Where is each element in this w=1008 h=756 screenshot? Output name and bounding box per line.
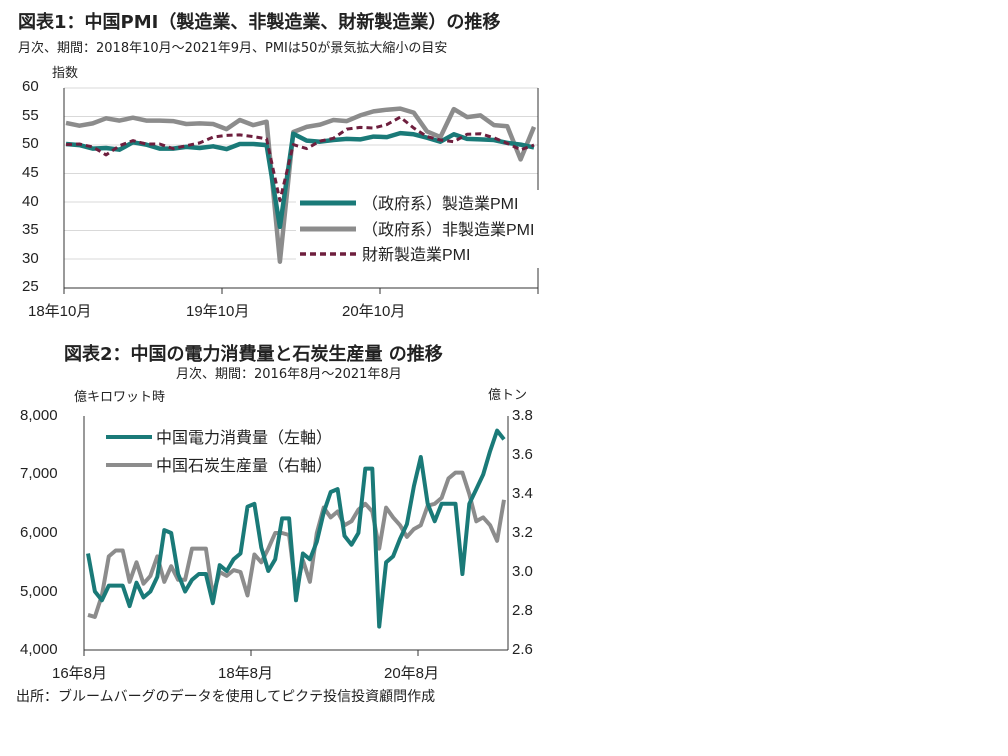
chart1-subtitle: 月次、期間：2018年10月～2021年9月、PMIは50が景気拡大縮小の目安: [18, 41, 448, 56]
chart1-legend-label: （政府系）製造業PMI: [362, 195, 518, 213]
chart2-ytick-right: 3.0: [512, 563, 533, 580]
chart1-ylabel: 指数: [52, 66, 79, 81]
chart1-ytick: 60: [22, 78, 39, 95]
chart2-title: 図表2：中国の電力消費量と石炭生産量 の推移: [64, 344, 443, 365]
chart2-legend: 中国電力消費量（左軸） 中国石炭生産量（右軸）: [106, 429, 332, 475]
chart1-ytick: 55: [22, 107, 39, 124]
chart1-xtick: 19年10月: [186, 303, 250, 320]
chart2-ytick-right: 3.4: [512, 485, 533, 502]
chart2-ytick-left: 4,000: [20, 641, 58, 658]
chart1-ytick: 25: [22, 278, 39, 295]
chart2-ytick-left: 8,000: [20, 407, 58, 424]
chart2-ylabel-right: 億トン: [488, 388, 528, 403]
chart2-ytick-right: 3.8: [512, 407, 533, 424]
chart1-line-caixin: [65, 115, 535, 203]
chart2-ylabel-left: 億キロワット時: [74, 390, 166, 405]
chart2-xtick: 18年8月: [218, 665, 274, 682]
chart1-ytick: 50: [22, 135, 39, 152]
chart2-line-power: [86, 428, 506, 629]
chart2-ytick-right: 3.6: [512, 446, 533, 463]
chart2-legend-label: 中国石炭生産量（右軸）: [156, 457, 332, 475]
chart1-title: 図表1：中国PMI（製造業、非製造業、財新製造業）の推移: [18, 12, 501, 33]
chart1-ytick: 30: [22, 250, 39, 267]
chart2-series-group: [86, 428, 506, 629]
chart2-ytick-left: 5,000: [20, 583, 58, 600]
chart1-ytick: 45: [22, 164, 39, 181]
chart1-legend: （政府系）製造業PMI （政府系）非製造業PMI 財新製造業PMI: [296, 190, 554, 268]
chart1-legend-label: （政府系）非製造業PMI: [362, 221, 534, 239]
chart1-ytick: 35: [22, 221, 39, 238]
chart2-xtick: 16年8月: [52, 665, 108, 682]
chart2-plot-area: [83, 416, 509, 656]
chart1-legend-label: 財新製造業PMI: [362, 246, 470, 264]
chart2-subtitle: 月次、期間：2016年8月～2021年8月: [176, 367, 402, 382]
source-note: 出所：ブルームバーグのデータを使用してピクテ投信投資顧問作成: [16, 689, 436, 705]
chart1-line-nonmanufacturing: [65, 106, 537, 264]
chart2-legend-label: 中国電力消費量（左軸）: [156, 429, 332, 447]
chart2-xtick: 20年8月: [384, 665, 440, 682]
chart2-ytick-right: 3.2: [512, 524, 533, 541]
chart2-ytick-left: 6,000: [20, 524, 58, 541]
chart1-xtick: 20年10月: [342, 303, 406, 320]
chart2-ytick-right: 2.6: [512, 641, 533, 658]
chart1-ytick: 40: [22, 193, 39, 210]
chart1-series-group: [65, 106, 537, 264]
chart1-xtick: 18年10月: [28, 303, 92, 320]
chart2-ytick-right: 2.8: [512, 602, 533, 619]
chart2-ytick-left: 7,000: [20, 465, 58, 482]
